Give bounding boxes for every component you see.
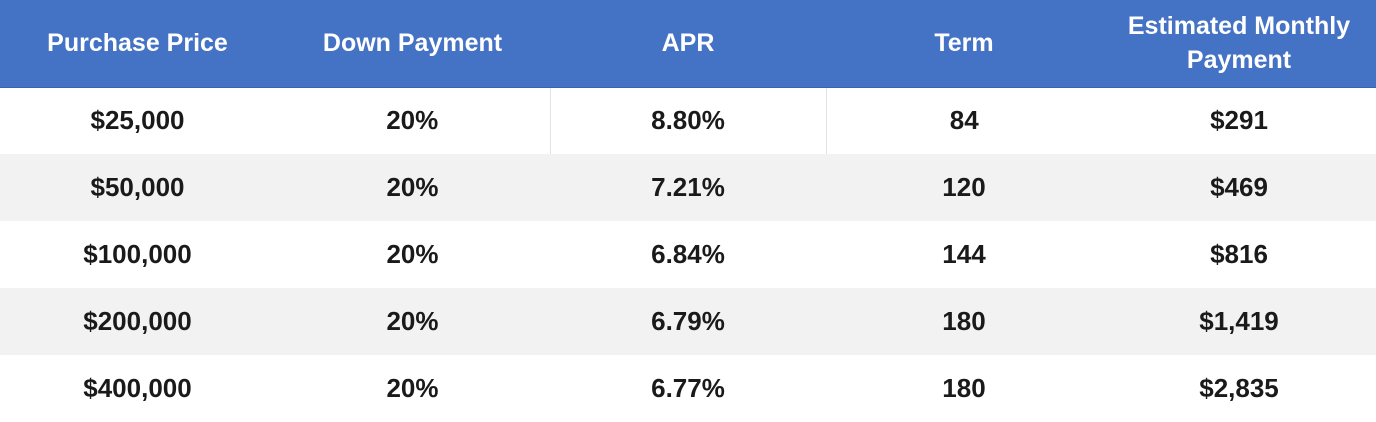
header-down-payment: Down Payment xyxy=(275,0,550,88)
cell-term: 144 xyxy=(942,239,986,269)
table-row: $200,000 20% 6.79% 180 $1,419 xyxy=(0,288,1376,355)
table-row: $50,000 20% 7.21% 120 $469 xyxy=(0,154,1376,221)
cell-purchase-price: $400,000 xyxy=(83,373,192,403)
cell-monthly-payment: $2,835 xyxy=(1199,373,1279,403)
cell-monthly-payment: $291 xyxy=(1210,105,1268,136)
cell-term: 180 xyxy=(942,306,986,336)
table-header: Purchase Price Down Payment APR Term Est… xyxy=(0,0,1376,88)
cell-down-payment: 20% xyxy=(386,306,439,336)
cell-down-payment: 20% xyxy=(386,373,439,403)
cell-term: 120 xyxy=(942,172,986,202)
header-row: Purchase Price Down Payment APR Term Est… xyxy=(0,0,1376,88)
cell-monthly-payment: $816 xyxy=(1210,239,1268,269)
cell-apr: 8.80% xyxy=(549,87,826,154)
header-purchase-price: Purchase Price xyxy=(0,0,275,88)
cell-down-payment: 20% xyxy=(386,172,439,202)
header-term: Term xyxy=(826,0,1102,88)
cell-monthly-payment: $469 xyxy=(1210,172,1268,202)
table-row: $400,000 20% 6.77% 180 $2,835 xyxy=(0,355,1376,422)
cell-monthly-payment: $1,419 xyxy=(1199,306,1279,336)
cell-apr: 6.79% xyxy=(651,306,725,336)
header-estimated-monthly-payment: Estimated Monthly Payment xyxy=(1102,0,1376,88)
table-row: $100,000 20% 6.84% 144 $816 xyxy=(0,221,1376,288)
cell-purchase-price: $50,000 xyxy=(90,172,185,202)
table-row: $25,000 20% 8.80% 84 $291 xyxy=(0,87,1376,154)
cell-purchase-price: $25,000 xyxy=(90,105,185,136)
cell-down-payment: 20% xyxy=(386,105,439,136)
cell-purchase-price: $100,000 xyxy=(83,239,192,269)
cell-apr: 6.77% xyxy=(651,373,725,403)
header-apr: APR xyxy=(550,0,826,88)
cell-apr: 7.21% xyxy=(651,172,725,202)
cell-purchase-price: $200,000 xyxy=(83,306,192,336)
cell-apr: 6.84% xyxy=(651,239,725,269)
cell-term: 180 xyxy=(942,373,986,403)
table-body: $25,000 20% 8.80% 84 $291 $50,000 20% 7.… xyxy=(0,87,1376,422)
cell-down-payment: 20% xyxy=(386,239,439,269)
cell-term: 84 xyxy=(825,87,1102,154)
